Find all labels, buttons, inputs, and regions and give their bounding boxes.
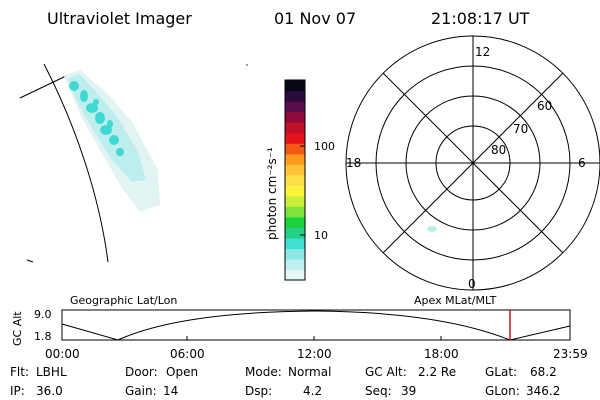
mlt-label-18: 18 — [346, 156, 361, 170]
status-ip-label: IP: — [10, 384, 25, 398]
strip-x-label-2359: 23:59 — [553, 347, 588, 361]
instrument-title: Ultraviolet Imager — [47, 9, 192, 28]
strip-x-label-1800: 18:00 — [424, 347, 459, 361]
mlt-label-0: 0 — [468, 277, 476, 291]
colorbar-cell — [285, 237, 305, 250]
colorbar-gradient — [285, 80, 305, 281]
colorbar-cell — [285, 80, 305, 92]
limb-boundary — [43, 63, 109, 263]
colorbar-cell — [285, 164, 305, 176]
strip-axis-title: GC Alt — [11, 311, 24, 346]
strip-left-label: Geographic Lat/Lon — [70, 294, 177, 307]
strip-y-tick-top: 9.0 — [34, 308, 52, 321]
status-door-value: Open — [166, 365, 198, 379]
status-gcalt-label: GC Alt: — [365, 365, 407, 379]
status-mode-label: Mode: — [245, 365, 282, 379]
status-filter-value: LBHL — [36, 365, 67, 379]
colorbar-cell — [285, 227, 305, 239]
status-dsp-label: Dsp: — [245, 384, 272, 398]
status-gain-label: Gain: — [125, 384, 157, 398]
status-filter-label: Flt: — [10, 365, 29, 379]
colorbar-frame — [284, 79, 306, 281]
colorbar-cell — [285, 195, 305, 207]
colorbar-cell — [285, 101, 305, 113]
aurora-core — [69, 81, 124, 156]
strip-x-label-1200: 12:00 — [297, 347, 332, 361]
colorbar-cell — [285, 185, 305, 197]
colorbar-cell — [285, 122, 305, 134]
altitude-strip: Geographic Lat/Lon Apex MLat/MLT GC Alt … — [11, 294, 588, 361]
lat-label-60: 60 — [537, 99, 552, 113]
limb-tick — [26, 259, 34, 263]
status-mode-value: Normal — [288, 365, 331, 379]
strip-x-label-0000: 00:00 — [45, 347, 80, 361]
mlt-label-6: 6 — [578, 156, 586, 170]
colorbar-unit-label: photon cm⁻²s⁻¹ — [265, 147, 279, 240]
strip-y-tick-bottom: 1.8 — [34, 330, 52, 343]
colorbar: 100 10 photon cm⁻²s⁻¹ — [265, 79, 335, 281]
geographic-image-panel — [19, 63, 248, 263]
status-panel: Flt: LBHL Door: Open Mode: Normal GC Alt… — [10, 365, 560, 398]
status-glon-label: GLon: — [485, 384, 520, 398]
status-seq-value: 39 — [401, 384, 416, 398]
status-seq-label: Seq: — [365, 384, 392, 398]
observation-date: 01 Nov 07 — [274, 9, 356, 28]
status-glat-label: GLat: — [485, 365, 517, 379]
altitude-curve — [61, 310, 571, 341]
image-corner-mark — [246, 64, 248, 66]
colorbar-cell — [285, 90, 305, 102]
colorbar-cell — [285, 206, 305, 218]
status-gain-value: 14 — [163, 384, 178, 398]
colorbar-cell — [285, 143, 305, 155]
aurora-emission — [64, 70, 160, 212]
status-door-label: Door: — [125, 365, 158, 379]
status-glat-value: 68.2 — [530, 365, 557, 379]
meridian-diagonal-b — [382, 72, 564, 254]
polar-aurora-spot — [427, 226, 437, 232]
lat-label-70: 70 — [513, 122, 528, 136]
status-dsp-value: 4.2 — [303, 384, 322, 398]
colorbar-cell — [285, 153, 305, 165]
colorbar-label-100: 100 — [314, 140, 335, 153]
strip-frame — [61, 309, 571, 341]
status-ip-value: 36.0 — [36, 384, 63, 398]
colorbar-cell — [285, 174, 305, 186]
colorbar-cell — [285, 258, 305, 271]
strip-x-label-0600: 06:00 — [170, 347, 205, 361]
colorbar-cell — [285, 269, 305, 281]
status-gcalt-value: 2.2 Re — [418, 365, 456, 379]
status-glon-value: 346.2 — [526, 384, 560, 398]
lat-lon-grid-line — [19, 74, 69, 99]
polar-mlt-plot: 12 18 6 0 60 70 80 — [345, 35, 600, 291]
colorbar-cell — [285, 132, 305, 144]
colorbar-label-10: 10 — [314, 229, 328, 242]
mlt-label-12: 12 — [475, 45, 490, 59]
lat-label-80: 80 — [491, 143, 506, 157]
colorbar-cell — [285, 111, 305, 123]
colorbar-cell — [285, 216, 305, 228]
strip-right-label: Apex MLat/MLT — [414, 294, 497, 307]
colorbar-cell — [285, 248, 305, 260]
observation-time: 21:08:17 UT — [431, 9, 530, 28]
